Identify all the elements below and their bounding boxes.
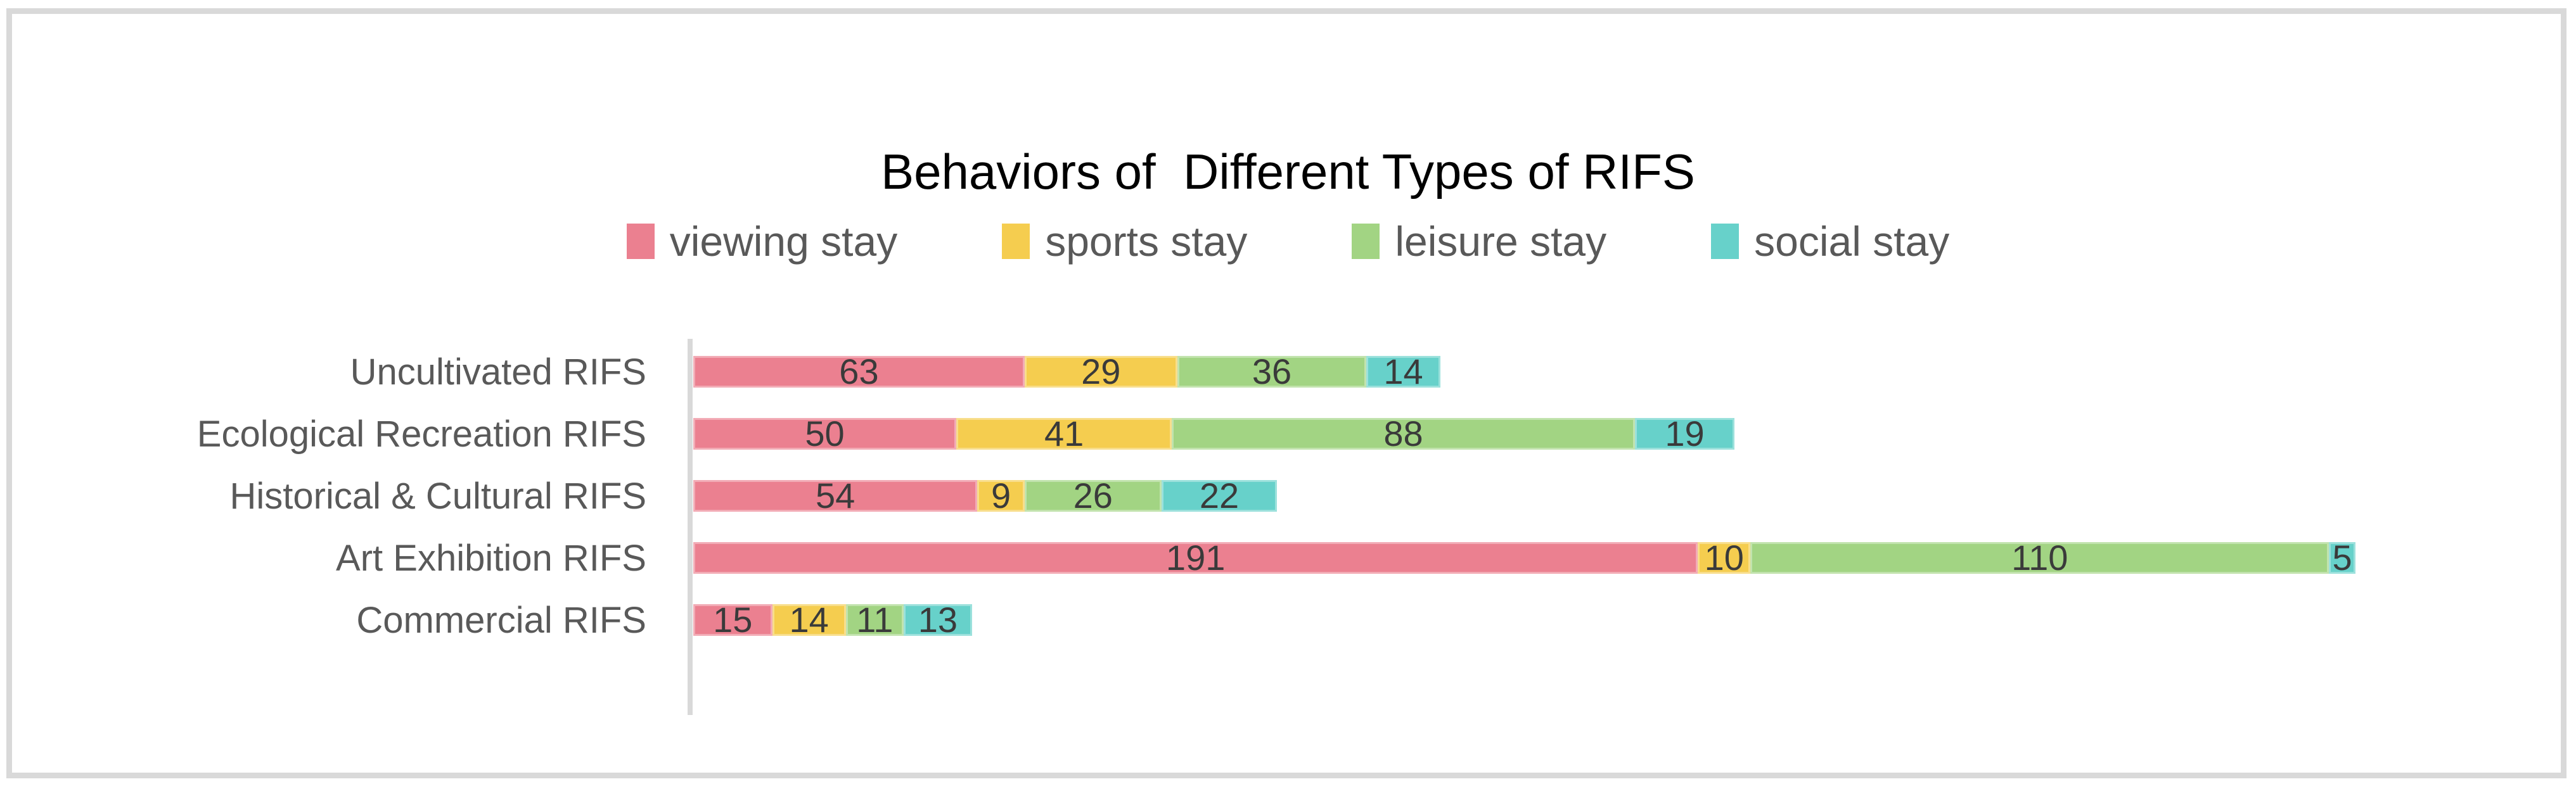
chart-title: Behaviors of Different Types of RIFS <box>881 144 1695 199</box>
data-label: 10 <box>1704 538 1744 578</box>
chart-row: Art Exhibition RIFS 191 10 110 5 <box>0 527 2576 589</box>
legend-swatch-icon <box>1002 224 1030 259</box>
data-label: 19 <box>1665 414 1705 453</box>
legend-label: social stay <box>1754 218 1950 265</box>
bar-segment: 15 <box>693 600 772 640</box>
data-label: 50 <box>805 414 845 453</box>
stacked-bar: 15 14 11 13 <box>693 600 972 640</box>
stacked-bar: 63 29 36 14 <box>693 351 1440 391</box>
data-label: 14 <box>1383 351 1423 391</box>
data-label: 63 <box>839 351 879 391</box>
legend-label: sports stay <box>1045 218 1248 265</box>
data-label: 191 <box>1165 538 1226 578</box>
bar-segment: 191 <box>693 538 1698 578</box>
data-label: 15 <box>713 600 753 640</box>
data-label: 14 <box>789 600 829 640</box>
data-label: 41 <box>1044 414 1084 453</box>
legend-label: viewing stay <box>669 218 898 265</box>
legend-swatch-icon <box>1352 224 1380 259</box>
legend-item: social stay <box>1711 220 1949 262</box>
category-axis-line <box>688 339 693 715</box>
bar-segment: 14 <box>1366 351 1440 391</box>
chart-border-frame <box>6 8 2566 778</box>
legend-item: sports stay <box>1002 220 1247 262</box>
bar-segment: 5 <box>2329 538 2355 578</box>
legend-swatch-icon <box>626 224 655 259</box>
bar-segment: 11 <box>845 600 904 640</box>
bar-segment: 29 <box>1024 351 1177 391</box>
data-label: 29 <box>1081 351 1121 391</box>
bar-segment: 14 <box>772 600 846 640</box>
legend-label: leisure stay <box>1395 218 1607 265</box>
data-label: 13 <box>918 600 958 640</box>
category-label: Art Exhibition RIFS <box>336 537 646 579</box>
bar-segment: 26 <box>1024 476 1162 516</box>
chart-row: Ecological Recreation RIFS 50 41 88 19 <box>0 403 2576 465</box>
data-label: 9 <box>990 476 1011 516</box>
chart-row: Commercial RIFS 15 14 11 13 <box>0 589 2576 651</box>
data-label: 5 <box>2332 538 2352 578</box>
chart-rows: Uncultivated RIFS 63 29 36 14 Ecological Re… <box>0 341 2576 651</box>
category-label: Ecological Recreation RIFS <box>196 413 646 455</box>
stacked-bar: 54 9 26 22 <box>693 476 1278 516</box>
category-label: Historical & Cultural RIFS <box>229 475 646 517</box>
bar-segment: 13 <box>903 600 972 640</box>
stacked-bar: 191 10 110 5 <box>693 538 2355 578</box>
data-label: 88 <box>1383 414 1423 453</box>
data-label: 110 <box>2011 538 2068 578</box>
chart-row: Uncultivated RIFS 63 29 36 14 <box>0 341 2576 403</box>
chart-row: Historical & Cultural RIFS 54 9 26 22 <box>0 465 2576 527</box>
data-label: 11 <box>856 600 894 640</box>
legend-swatch-icon <box>1711 224 1740 259</box>
bar-segment: 22 <box>1161 476 1278 516</box>
data-label: 26 <box>1073 476 1113 516</box>
data-label: 22 <box>1199 476 1240 516</box>
legend-item: leisure stay <box>1352 220 1606 262</box>
data-label: 54 <box>815 476 855 516</box>
bar-segment: 54 <box>693 476 978 516</box>
bar-segment: 63 <box>693 351 1025 391</box>
legend-item: viewing stay <box>626 218 898 265</box>
legend: viewing stay sports stay leisure stay so… <box>0 220 2576 262</box>
data-label: 36 <box>1252 351 1292 391</box>
bar-segment: 19 <box>1634 414 1735 453</box>
bar-segment: 110 <box>1750 538 2329 578</box>
category-label: Commercial RIFS <box>356 599 646 641</box>
bar-segment: 36 <box>1177 351 1367 391</box>
stacked-bar: 50 41 88 19 <box>693 414 1735 453</box>
bar-segment: 50 <box>693 414 956 453</box>
bar-segment: 10 <box>1698 538 1751 578</box>
bar-segment: 9 <box>977 476 1025 516</box>
bar-segment: 41 <box>956 414 1172 453</box>
bar-segment: 88 <box>1172 414 1635 453</box>
category-label: Uncultivated RIFS <box>350 351 646 393</box>
